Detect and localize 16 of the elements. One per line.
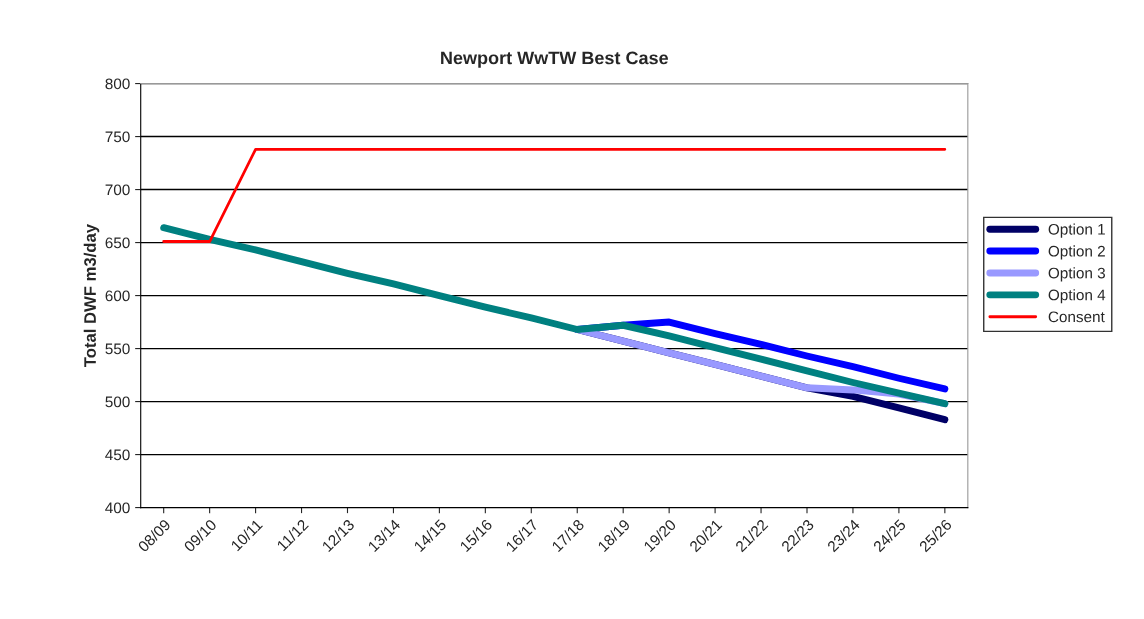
legend-label: Option 2 bbox=[1048, 245, 1105, 260]
y-axis-title: Total DWF m3/day bbox=[83, 224, 100, 367]
y-tick-label: 550 bbox=[105, 343, 130, 355]
legend-label: Option 1 bbox=[1048, 223, 1105, 238]
y-tick-label: 700 bbox=[105, 184, 130, 196]
legend-label: Consent bbox=[1048, 311, 1105, 323]
y-tick-label: 400 bbox=[105, 502, 130, 514]
y-tick-label: 500 bbox=[105, 396, 130, 408]
y-tick-label: 800 bbox=[105, 78, 130, 90]
legend-label: Option 3 bbox=[1048, 267, 1105, 282]
legend-label: Option 4 bbox=[1048, 289, 1106, 304]
y-tick-label: 450 bbox=[105, 449, 130, 461]
chart-title: Newport WwTW Best Case bbox=[441, 51, 669, 68]
y-tick-label: 650 bbox=[105, 237, 130, 249]
y-tick-label: 600 bbox=[105, 290, 130, 302]
y-tick-label: 750 bbox=[105, 131, 130, 143]
